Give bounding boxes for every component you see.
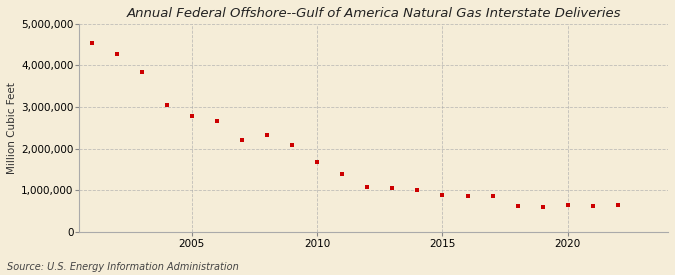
Point (136, 70, 147, 74)
Point (562, 203, 573, 207)
Point (612, 203, 623, 207)
Point (387, 186, 398, 190)
Point (312, 160, 323, 164)
Point (86, 40, 97, 45)
Text: Source: U.S. Energy Information Administration: Source: U.S. Energy Information Administ… (7, 262, 238, 272)
Point (412, 188, 423, 192)
Point (161, 103, 172, 107)
Title: Annual Federal Offshore--Gulf of America Natural Gas Interstate Deliveries: Annual Federal Offshore--Gulf of America… (126, 7, 621, 20)
Y-axis label: Million Cubic Feet: Million Cubic Feet (7, 82, 17, 174)
Point (512, 204, 523, 208)
Point (487, 194, 498, 198)
Point (337, 172, 348, 177)
Point (587, 204, 598, 208)
Point (362, 185, 373, 189)
Point (262, 133, 273, 138)
Point (111, 52, 122, 56)
Point (437, 193, 448, 197)
Point (287, 142, 298, 147)
Point (236, 138, 247, 142)
Point (211, 119, 222, 123)
Point (462, 194, 473, 198)
Point (186, 114, 197, 119)
Point (537, 205, 548, 209)
